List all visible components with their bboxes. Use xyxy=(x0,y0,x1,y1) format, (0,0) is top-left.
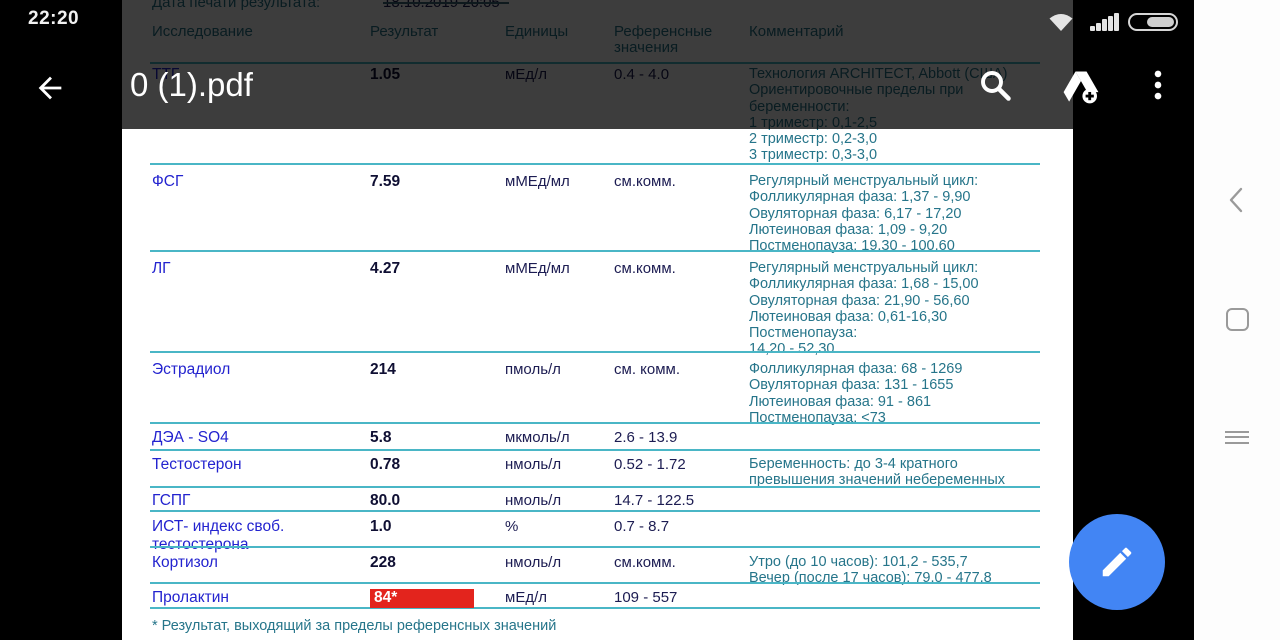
test-units: мкмоль/л xyxy=(505,429,570,446)
table-row: Эстрадиол 214 пмоль/л см. комм. Фолликул… xyxy=(150,351,1040,426)
test-result: 228 xyxy=(370,554,396,571)
signal-strength-icon xyxy=(1090,13,1119,31)
battery-icon xyxy=(1128,13,1178,31)
table-row: ГСПГ 80.0 нмоль/л 14.7 - 122.5 xyxy=(150,486,1040,510)
test-units: % xyxy=(505,518,519,535)
edit-fab[interactable] xyxy=(1069,514,1165,610)
reference-range: см.комм. xyxy=(614,260,676,277)
test-units: нмоль/л xyxy=(505,456,562,473)
reference-range: 109 - 557 xyxy=(614,589,678,606)
overflow-menu-button[interactable] xyxy=(1138,62,1178,108)
nav-back-button[interactable] xyxy=(1194,172,1280,228)
test-result: 5.8 xyxy=(370,429,392,446)
test-result: 1.0 xyxy=(370,518,392,535)
test-comment: Регулярный менструальный цикл: Фолликуляр… xyxy=(749,260,979,358)
test-units: нмоль/л xyxy=(505,492,562,509)
test-name: ДЭА - SO4 xyxy=(152,429,229,446)
test-result: 214 xyxy=(370,361,396,378)
test-units: мМЕд/мл xyxy=(505,173,570,190)
table-footnote: * Результат, выходящий за пределы рефере… xyxy=(152,618,557,634)
reference-range: см. комм. xyxy=(614,361,681,378)
test-units: мМЕд/мл xyxy=(505,260,570,277)
test-name: ГСПГ xyxy=(152,492,191,509)
table-row: ЛГ 4.27 мМЕд/мл см.комм. Регулярный менс… xyxy=(150,250,1040,357)
search-button[interactable] xyxy=(972,62,1018,108)
test-units: мЕд/л xyxy=(505,589,547,606)
test-name: ЛГ xyxy=(152,260,171,277)
test-result: 0.78 xyxy=(370,456,401,473)
reference-range: см.комм. xyxy=(614,173,676,190)
test-result: 4.27 xyxy=(370,260,401,277)
results-table: ТТГ 1.05 мЕд/л 0.4 - 4.0 Технология ARCH… xyxy=(150,62,1040,609)
home-square-icon xyxy=(1225,307,1249,331)
results-table-body: ТТГ 1.05 мЕд/л 0.4 - 4.0 Технология ARCH… xyxy=(150,62,1040,608)
pencil-icon xyxy=(1102,547,1132,577)
test-name: Кортизол xyxy=(152,554,218,571)
test-result: 7.59 xyxy=(370,173,401,190)
reference-range: см.комм. xyxy=(614,554,676,571)
test-comment: Беременность: до 3-4 кратного превышения … xyxy=(749,456,1006,489)
nav-home-button[interactable] xyxy=(1194,291,1280,347)
reference-range: 0.7 - 8.7 xyxy=(614,518,670,535)
table-row: Пролактин 84* мЕд/л 109 - 557 xyxy=(150,582,1040,608)
test-units: пмоль/л xyxy=(505,361,561,378)
header-overlay: 22:20 0 (1).pdf xyxy=(0,0,1194,129)
wifi-icon xyxy=(1048,12,1074,37)
table-row: ФСГ 7.59 мМЕд/мл см.комм. Регулярный мен… xyxy=(150,163,1040,254)
back-button[interactable] xyxy=(28,66,72,110)
test-comment: Регулярный менструальный цикл: Фолликуляр… xyxy=(749,173,979,255)
test-name: Пролактин xyxy=(152,589,229,606)
table-row: ДЭА - SO4 5.8 мкмоль/л 2.6 - 13.9 xyxy=(150,422,1040,449)
document-title: 0 (1).pdf xyxy=(130,66,253,103)
test-name: Эстрадиол xyxy=(152,361,231,378)
test-name: ФСГ xyxy=(152,173,184,190)
clock: 22:20 xyxy=(28,8,80,29)
drive-add-button[interactable] xyxy=(1058,62,1104,108)
test-result: 84* xyxy=(370,589,474,608)
table-row: ИСТ- индекс своб. тестостерона 1.0 % 0.7… xyxy=(150,510,1040,553)
nav-recents-button[interactable] xyxy=(1194,409,1280,465)
recents-icon xyxy=(1225,430,1249,444)
test-name: ИСТ- индекс своб. тестостерона xyxy=(152,518,285,553)
test-name: Тестостерон xyxy=(152,456,242,473)
test-comment: Фолликулярная фаза: 68 - 1269 Овуляторная… xyxy=(749,361,963,426)
test-units: нмоль/л xyxy=(505,554,562,571)
table-row: Тестостерон 0.78 нмоль/л 0.52 - 1.72 Бер… xyxy=(150,449,1040,489)
reference-range: 2.6 - 13.9 xyxy=(614,429,678,446)
reference-range: 0.52 - 1.72 xyxy=(614,456,686,473)
table-row: Кортизол 228 нмоль/л см.комм. Утро (до 1… xyxy=(150,546,1040,586)
test-result: 80.0 xyxy=(370,492,401,509)
navigation-bar xyxy=(1194,0,1280,640)
reference-range: 14.7 - 122.5 xyxy=(614,492,695,509)
